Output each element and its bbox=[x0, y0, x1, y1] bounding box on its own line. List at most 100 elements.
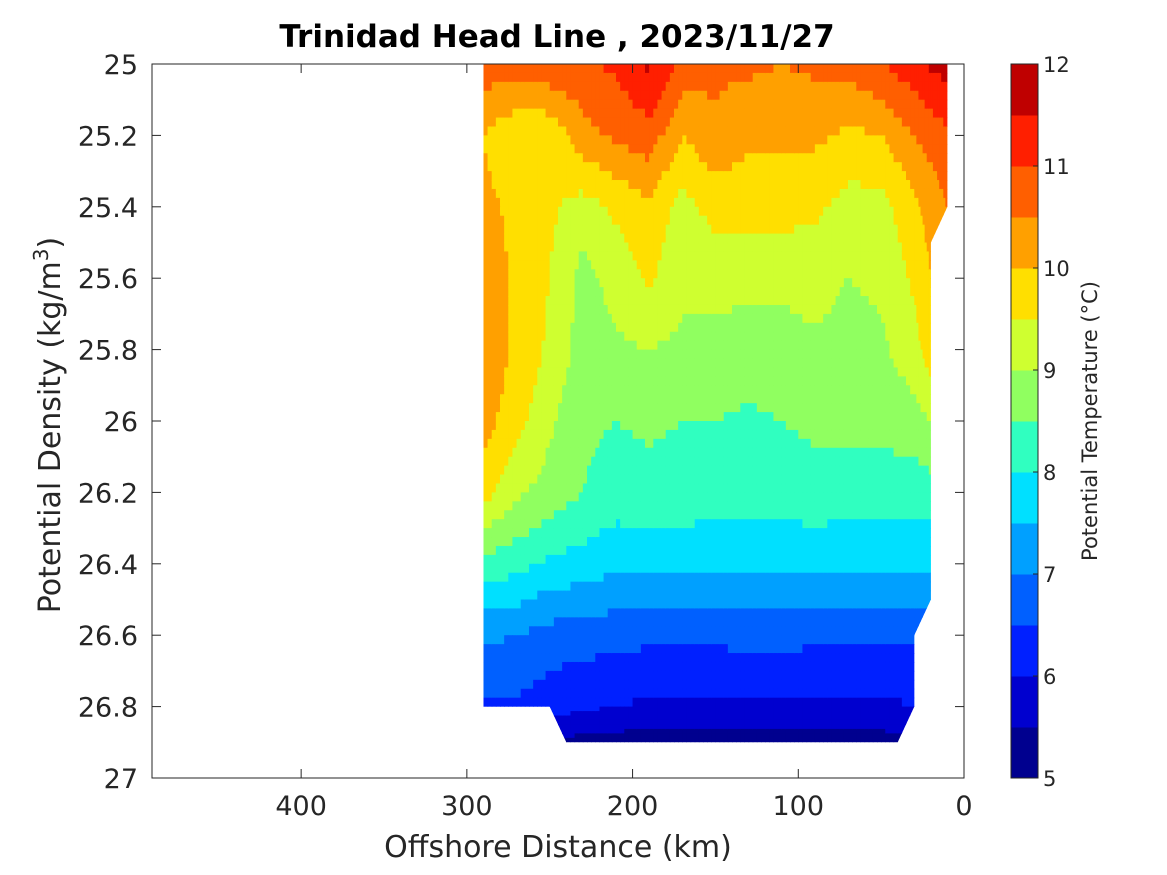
contour-cell bbox=[562, 590, 567, 601]
contour-cell bbox=[657, 510, 663, 520]
contour-cell bbox=[732, 260, 737, 270]
contour-cell bbox=[512, 108, 518, 119]
contour-cell bbox=[558, 554, 563, 565]
contour-cell bbox=[582, 528, 588, 538]
contour-cell bbox=[698, 403, 704, 413]
contour-cell bbox=[537, 483, 543, 493]
contour-cell bbox=[516, 590, 522, 601]
contour-cell bbox=[487, 72, 493, 83]
contour-cell bbox=[690, 162, 696, 172]
contour-cell bbox=[649, 385, 654, 395]
contour-cell bbox=[553, 358, 559, 369]
contour-cell bbox=[686, 72, 692, 83]
contour-cell bbox=[678, 617, 683, 627]
contour-cell bbox=[611, 429, 617, 440]
contour-cell bbox=[541, 99, 547, 110]
contour-cell bbox=[566, 519, 572, 529]
contour-cell bbox=[545, 206, 551, 217]
contour-cell bbox=[553, 144, 559, 154]
contour-cell bbox=[491, 590, 497, 601]
contour-cell bbox=[645, 313, 650, 324]
contour-cell bbox=[607, 563, 613, 574]
contour-cell bbox=[558, 403, 563, 413]
contour-cell bbox=[570, 679, 576, 690]
contour-cell bbox=[541, 117, 547, 128]
contour-cell bbox=[674, 590, 679, 601]
contour-cell bbox=[682, 215, 688, 226]
contour-cell bbox=[719, 376, 725, 386]
contour-cell bbox=[636, 349, 642, 360]
contour-cell bbox=[578, 180, 584, 190]
contour-cell bbox=[665, 162, 671, 172]
contour-cell bbox=[628, 715, 634, 721]
contour-cell bbox=[603, 278, 609, 288]
contour-cell bbox=[624, 394, 630, 404]
contour-cell bbox=[578, 545, 584, 556]
contour-cell bbox=[524, 545, 530, 556]
contour-cell bbox=[578, 670, 584, 681]
contour-cell bbox=[607, 519, 613, 529]
contour-cell bbox=[707, 278, 712, 288]
contour-cell bbox=[483, 278, 489, 288]
contour-cell bbox=[657, 590, 663, 601]
contour-cell bbox=[678, 135, 683, 145]
contour-cell bbox=[582, 251, 588, 261]
contour-cell bbox=[703, 251, 708, 261]
contour-cell bbox=[686, 501, 692, 511]
contour-cell bbox=[669, 126, 675, 136]
contour-cell bbox=[495, 483, 501, 493]
contour-cell bbox=[744, 465, 750, 476]
contour-cell bbox=[616, 554, 621, 565]
contour-cell bbox=[723, 537, 729, 547]
contour-cell bbox=[649, 251, 654, 261]
contour-cell bbox=[574, 367, 580, 377]
contour-cell bbox=[665, 581, 671, 592]
contour-cell bbox=[657, 737, 663, 743]
contour-cell bbox=[553, 537, 559, 547]
contour-cell bbox=[582, 719, 588, 726]
contour-cell bbox=[611, 197, 617, 208]
contour-cell bbox=[508, 394, 514, 404]
contour-cell bbox=[620, 590, 625, 601]
contour-cell bbox=[616, 679, 621, 690]
contour-cell bbox=[603, 719, 609, 726]
contour-cell bbox=[483, 528, 489, 538]
contour-cell bbox=[682, 528, 688, 538]
chart-title: Trinidad Head Line , 2023/11/27 bbox=[279, 19, 834, 55]
contour-cell bbox=[591, 394, 596, 404]
contour-cell bbox=[715, 626, 721, 636]
contour-cell bbox=[678, 233, 683, 244]
contour-cell bbox=[616, 296, 621, 306]
contour-cell bbox=[732, 153, 737, 163]
contour-cell bbox=[657, 90, 663, 101]
contour-cell bbox=[715, 269, 721, 279]
contour-cell bbox=[574, 64, 580, 74]
contour-cell bbox=[591, 81, 596, 92]
contour-cell bbox=[541, 385, 547, 395]
contour-cell bbox=[620, 304, 625, 315]
contour-cell bbox=[599, 474, 605, 485]
contour-cell bbox=[736, 72, 741, 83]
contour-cell bbox=[727, 465, 733, 476]
contour-cell bbox=[636, 554, 642, 565]
contour-cell bbox=[574, 733, 580, 739]
contour-cell bbox=[611, 474, 617, 485]
contour-cell bbox=[541, 608, 547, 618]
contour-cell bbox=[516, 421, 522, 431]
contour-cell bbox=[620, 572, 625, 583]
contour-cell bbox=[495, 635, 501, 645]
contour-cell bbox=[636, 715, 642, 721]
contour-cell bbox=[744, 304, 750, 315]
contour-cell bbox=[736, 162, 741, 172]
contour-cell bbox=[500, 72, 505, 83]
contour-cell bbox=[707, 697, 712, 708]
contour-cell bbox=[690, 519, 696, 529]
contour-cell bbox=[744, 117, 750, 128]
contour-cell bbox=[495, 492, 501, 502]
contour-cell bbox=[682, 287, 688, 297]
contour-cell bbox=[640, 528, 646, 538]
contour-cell bbox=[694, 510, 700, 520]
contour-cell bbox=[566, 581, 572, 592]
contour-cell bbox=[620, 287, 625, 297]
contour-cell bbox=[529, 465, 534, 476]
